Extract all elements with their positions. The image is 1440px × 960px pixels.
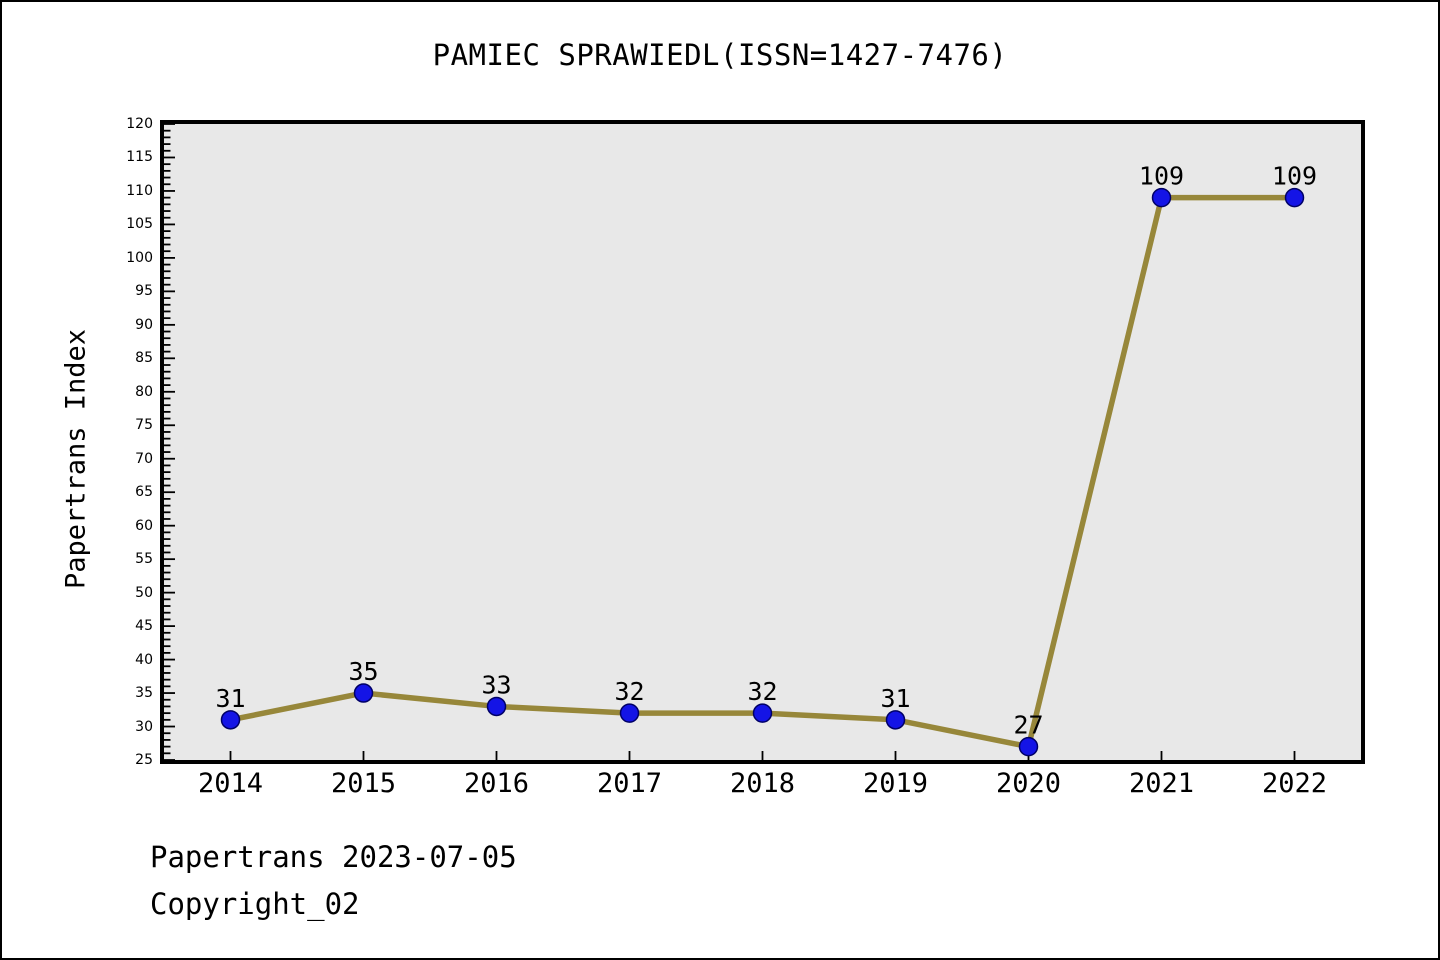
data-point-label: 35 [348,657,378,686]
x-tick-label: 2021 [1128,768,1195,799]
x-tick-label: 2017 [596,768,663,799]
x-tick-label: 2020 [995,768,1062,799]
data-point-label: 109 [1139,162,1184,191]
data-point-marker [353,683,374,703]
data-point-marker [752,703,773,723]
y-tick-label: 80 [135,383,153,400]
data-point-label: 32 [614,677,644,706]
plot-area: 31 35 33 32 32 31 27 109 109 [160,120,1365,764]
data-point-marker [1018,736,1039,757]
series-line [229,194,1295,750]
line-chart-svg: 31 35 33 32 32 31 27 109 109 [164,124,1317,760]
data-point-label: 33 [481,670,511,699]
x-tick-label: 2018 [729,768,796,799]
y-tick-label: 60 [135,517,153,534]
y-tick-label: 120 [126,116,153,132]
x-tick-label: 2019 [862,768,929,799]
y-tick-label: 115 [126,149,153,166]
y-tick-label: 45 [135,618,153,635]
y-tick-label: 40 [135,651,153,668]
y-tick-label: 35 [135,685,153,702]
x-tick-label: 2014 [197,768,264,799]
data-point-label: 31 [880,684,910,713]
y-tick-label: 55 [135,551,153,568]
data-point-marker [1151,187,1172,208]
footer-copyright: Copyright_02 [150,887,360,921]
y-tick-label: 105 [126,216,153,233]
y-tick-label: 90 [135,316,153,333]
y-tick-label: 30 [135,718,153,735]
data-point-marker [486,696,507,717]
y-tick-label: 85 [135,350,153,367]
data-point-marker [885,710,906,730]
data-point-label: 27 [1013,711,1043,740]
data-point-marker [220,710,241,730]
y-tick-label: 110 [126,182,153,199]
y-tick-label: 75 [135,417,153,434]
y-axis-label: Papertrans Index [60,328,92,590]
data-point-label: 32 [747,677,777,706]
x-tick-label: 2022 [1261,768,1328,799]
data-point-label: 109 [1272,162,1317,191]
x-tick-label: 2015 [330,768,397,799]
data-point-label: 31 [215,684,245,713]
data-point-marker [619,703,640,723]
y-tick-label: 70 [135,450,153,467]
y-tick-label: 50 [135,584,153,601]
y-tick-label: 25 [135,752,153,768]
data-point-marker [1284,187,1305,208]
x-tick-label: 2016 [463,768,530,799]
footer-date: Papertrans 2023-07-05 [150,840,517,874]
y-tick-label: 100 [126,249,153,266]
chart-title: PAMIEC SPRAWIEDL(ISSN=1427-7476) [432,38,1008,72]
y-tick-label: 95 [135,283,153,300]
y-tick-label: 65 [135,484,153,501]
